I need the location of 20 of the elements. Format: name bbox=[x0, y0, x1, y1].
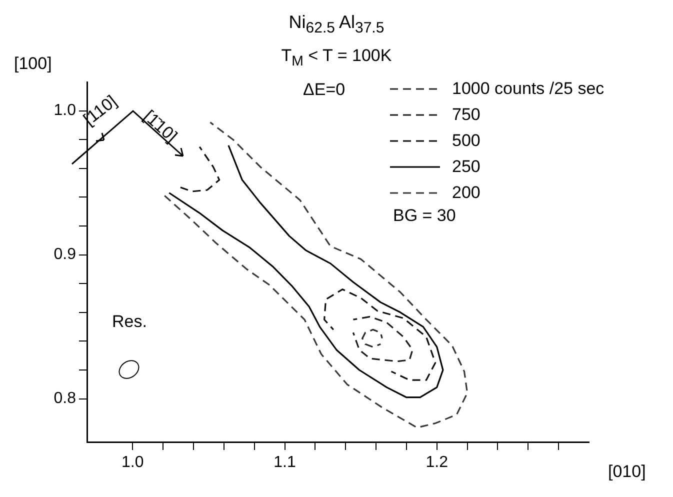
x-axis-title: [010] bbox=[608, 462, 646, 482]
legend-label: 200 bbox=[452, 183, 480, 203]
chart-title: Ni$_{62.5}$ Al$_{37.5}$ bbox=[288, 12, 386, 37]
annotation: Res. bbox=[112, 312, 147, 332]
legend-label: 1000 counts /25 sec bbox=[452, 79, 604, 99]
y-tick-label: 0.8 bbox=[54, 390, 76, 408]
x-tick-label: 1.2 bbox=[426, 454, 448, 472]
chart-subtitle: T$_{M}$ < T = 100K bbox=[281, 46, 392, 70]
y-tick-label: 1.0 bbox=[54, 102, 76, 120]
legend-label: 750 bbox=[452, 105, 480, 125]
annotation: ΔE=0 bbox=[303, 80, 346, 100]
annotation: BG = 30 bbox=[393, 206, 456, 226]
legend-label: 500 bbox=[452, 131, 480, 151]
y-axis-title: [100] bbox=[14, 54, 52, 74]
line-series bbox=[362, 328, 383, 348]
x-tick-label: 1.1 bbox=[274, 454, 296, 472]
line-series bbox=[352, 316, 414, 362]
y-tick-label: 0.9 bbox=[54, 246, 76, 264]
legend-label: 250 bbox=[452, 157, 480, 177]
x-tick-label: 1.0 bbox=[122, 454, 144, 472]
